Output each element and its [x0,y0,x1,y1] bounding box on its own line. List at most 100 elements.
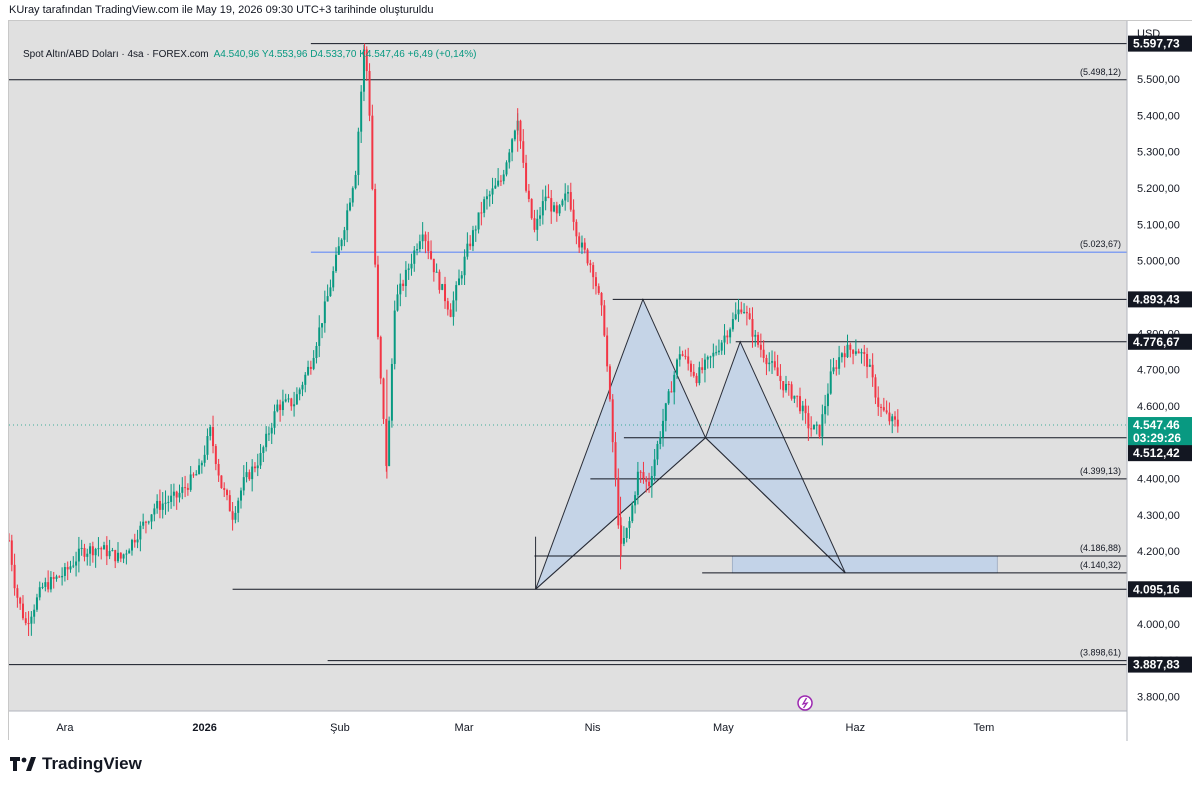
candle-body [83,547,86,557]
candle-body [351,188,354,203]
candle-body [463,256,466,276]
candle-body [603,305,606,336]
candle-body [606,335,609,367]
candle-body [636,471,639,496]
candle-body [667,391,670,404]
candle-body [24,618,27,624]
candle-body [295,394,298,405]
candle-body [133,539,136,543]
candle-body [687,356,690,364]
candle-body [558,205,561,214]
candle-body [61,575,64,578]
y-tick-label: 5.300,00 [1137,147,1180,159]
candle-body [684,355,687,357]
candle-body [30,616,33,624]
candle-body [427,241,430,252]
candle-body [259,452,262,466]
y-tick-label: 4.600,00 [1137,401,1180,413]
candle-body [768,362,771,365]
candle-body [114,550,117,562]
legend-high: Y4.553,96 [261,49,308,60]
candle-body [144,521,147,523]
candle-body [706,356,709,360]
candle-body [662,420,665,438]
candle-body [128,550,131,554]
candle-body [267,433,270,435]
candle-body [226,489,229,496]
candle-body [525,162,528,191]
candle-body [681,354,684,356]
candle-body [248,472,251,480]
candle-body [863,352,866,354]
y-tick-label: 4.400,00 [1137,474,1180,486]
lightning-event-bolt [801,697,809,709]
candle-body [156,500,159,509]
price-chart[interactable]: (5.498,12) (5.023,67) (4.399,13) (4.186,88)… [9,21,1193,741]
candle-body [580,242,583,248]
candle-body [882,407,885,411]
candle-body [754,334,757,337]
candle-body [564,193,567,201]
candle-body [172,491,175,496]
candle-body [807,413,810,429]
candle-body [860,352,863,354]
candle-body [75,561,78,566]
candle-body [575,221,578,237]
price-tag [1128,445,1192,462]
candle-body [337,246,340,255]
candle-body [321,323,324,328]
candle-body [239,490,242,501]
candle-body [220,475,223,489]
candle-body [38,587,41,598]
candle-body [72,565,75,567]
candle-body [335,254,338,272]
candle-body [382,378,385,419]
candle-body [424,234,427,242]
candle-body [354,174,357,189]
candle-body [835,367,838,369]
candle-body [357,131,360,175]
candle-body [273,411,276,428]
candle-body [773,361,776,368]
chart-frame[interactable]: (5.498,12) (5.023,67) (4.399,13) (4.186,88)… [8,20,1193,741]
candle-body [812,424,815,430]
candle-body [787,383,790,385]
candle-body [639,471,642,473]
candle-body [55,576,58,579]
candle-body [491,188,494,195]
candle-body [164,502,167,504]
candle-body [896,419,899,427]
candle-body [729,329,732,338]
candle-body [701,367,704,370]
candle-body [748,313,751,319]
candle-body [645,478,648,482]
candle-body [586,249,589,264]
candle-body [139,525,142,540]
candle-body [625,527,628,539]
brand-name: TradingView [42,754,142,773]
candle-body [284,399,287,402]
candle-body [829,371,832,394]
candle-body [287,398,290,400]
candle-body [253,466,256,469]
candle-body [318,327,321,346]
candle-body [206,436,209,455]
candle-body [840,353,843,358]
candle-body [695,375,698,384]
brand-logo: TradingView [10,754,142,774]
candle-body [89,546,92,554]
price-tag-label: 4.095,16 [1133,582,1180,596]
candle-body [117,552,120,562]
candle-body [438,271,441,290]
candle-body [385,418,388,466]
candle-body [846,344,849,358]
candle-body [49,577,52,590]
candle-body [298,389,301,395]
candle-body [505,162,508,175]
x-tick-label: Tem [974,722,995,734]
candle-body [228,495,231,512]
candle-body [471,230,474,247]
candle-body [572,209,575,222]
candle-body [801,405,804,412]
candle-body [785,383,788,391]
